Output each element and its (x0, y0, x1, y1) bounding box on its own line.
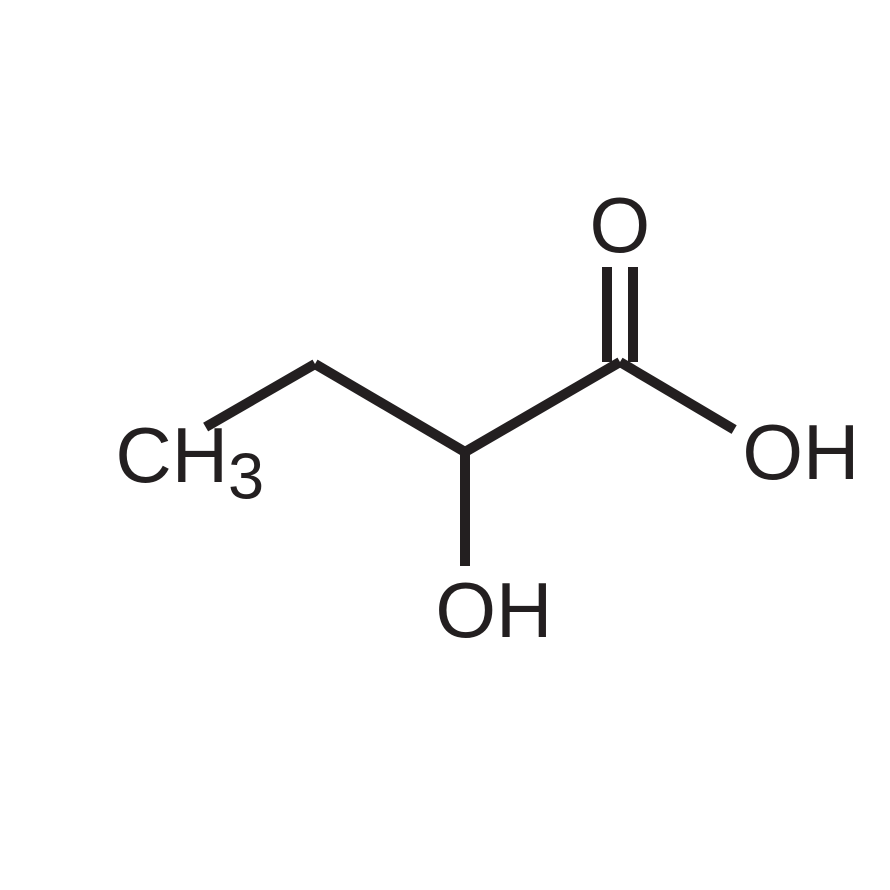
molecule-canvas: CH3 O OH OH (0, 0, 890, 890)
atom-label-oh_b: OH (435, 571, 552, 649)
atom-label-ch3: CH3 (115, 416, 264, 509)
atom-label-o_dbl: O (590, 186, 651, 264)
atom-label-oh_r: OH (742, 413, 859, 491)
